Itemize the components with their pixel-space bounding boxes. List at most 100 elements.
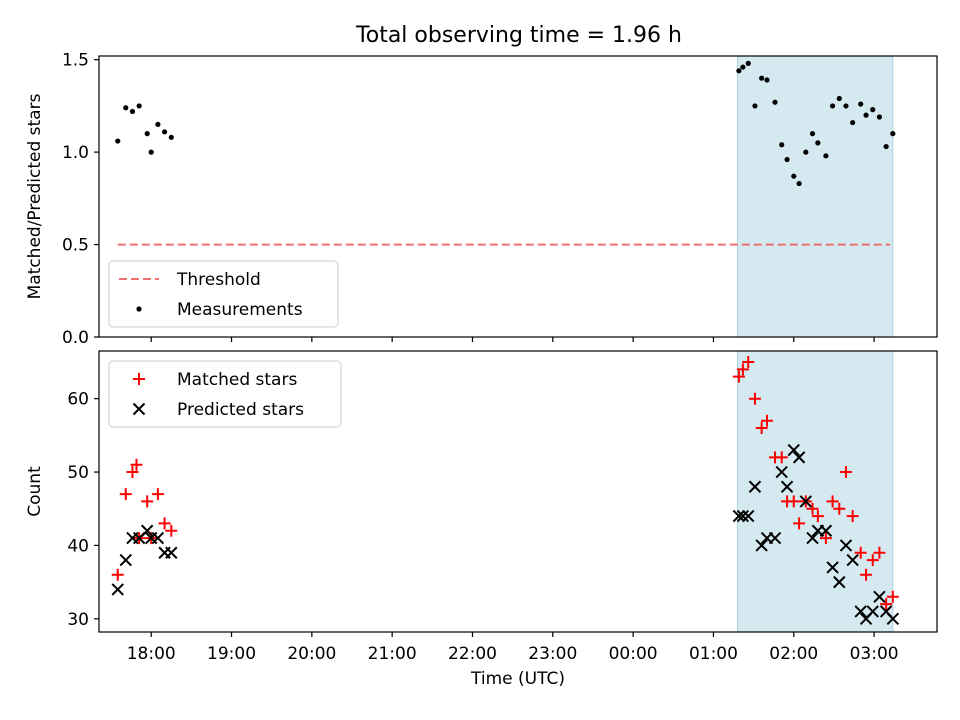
measurements-point [850,119,856,126]
predicted-stars-point [854,605,867,618]
legend-swatch-dot [136,306,142,312]
predicted-stars-point [111,583,124,596]
y-tick-label: 0.5 [62,236,89,256]
measurements-point [168,134,174,140]
predicted-stars-point [826,561,839,574]
x-tick-label: 01:00 [689,644,738,664]
predicted-stars-point [748,480,762,493]
legend-box [108,260,339,328]
measurements-point [148,149,154,155]
x-tick-label: 02:00 [769,644,818,664]
y-tick-label: 1.5 [62,51,89,71]
predicted-stars-point [755,539,768,552]
highlight-span [737,55,894,338]
measurements-point [876,114,883,120]
x-tick-label: 20:00 [287,644,336,664]
matched-stars-point [846,510,859,523]
measurements-point [161,129,168,135]
ratio-subplot: 0.0 0.5 1.0 1.5 Matched/Predicted stars Thres… [25,51,938,348]
matched-stars-point [748,392,761,405]
x-tick-label: 18:00 [127,644,176,664]
legend-label: Measurements [177,300,303,320]
axes-frame [98,350,938,633]
measurements-point [784,156,790,163]
measurements-point [815,140,821,146]
measurements-point [144,131,150,137]
predicted-stars-point [775,465,788,479]
y-tick-label: 60 [67,390,89,410]
measurements-point [745,60,751,66]
measurements-point [764,77,770,83]
predicted-stars-point [780,480,794,493]
legend-label: Predicted stars [177,400,304,420]
measurements-point [759,75,765,81]
predicted-stars-point [742,509,755,523]
measurements-point [129,108,136,115]
matched-stars-point [880,598,893,611]
legend-label: Matched stars [177,370,297,390]
y-tick-label: 0.0 [62,328,89,348]
measurements-point [858,101,864,107]
predicted-stars-point [736,509,750,523]
matched-stars-point [165,524,178,537]
predicted-stars-point [732,509,746,523]
x-tick-label: 23:00 [528,644,577,664]
measurements-point [836,95,842,102]
y-tick-label: 30 [67,610,89,630]
legend: Matched stars Predicted stars [108,360,342,428]
y-tick-label: 40 [67,536,89,556]
axes-frame [98,55,938,338]
matched-stars-point [793,517,806,530]
matched-stars-point [775,451,788,464]
x-tick-label: 21:00 [368,644,417,664]
measurements-point [736,68,742,74]
y-axis-label: Matched/Predicted stars [25,93,45,299]
measurements-point [870,107,876,113]
measurements-point [752,103,758,109]
matched-stars-point [833,502,846,515]
measurements-point [136,103,142,109]
measurements-point [829,103,836,109]
measurements-point [843,103,849,109]
measurements-point [779,142,785,148]
y-tick-label: 1.0 [62,143,89,163]
count-subplot: 30 40 50 60 18:00 19:00 20:00 21:00 22:00 23:00 00… [25,350,938,689]
matched-stars-point [806,502,819,515]
matched-stars-point [111,568,124,581]
measurements-point [791,173,797,179]
predicted-stars-point [866,605,879,618]
predicted-stars-point [846,553,859,567]
x-tick-label: 00:00 [609,644,658,664]
matched-stars-point [130,458,143,471]
matched-stars-point [886,590,899,603]
legend: Threshold Measurements [108,260,339,328]
measurements-point [115,138,121,144]
highlight-span [737,350,894,633]
measurements-point [823,153,829,159]
y-axis-label: Count [25,466,45,517]
matched-stars-point [860,568,873,581]
legend-swatch-x [132,402,146,416]
matched-stars-point [866,554,879,567]
matched-stars-point [811,510,824,523]
measurements-point [803,149,809,155]
measurements-point [863,112,869,118]
x-tick-label: 03:00 [850,644,899,664]
legend-box [108,360,342,428]
x-tick-label: 22:00 [448,644,497,664]
matched-stars-point [873,546,886,559]
measurements-point [740,64,746,70]
matched-stars-point [158,517,171,530]
measurements-point [890,131,896,137]
matched-stars-point [755,422,768,435]
predicted-stars-point [792,451,806,464]
matched-stars-point [854,546,867,559]
matched-stars-point [839,466,852,479]
x-axis-label: Time (UTC) [470,669,565,689]
matched-stars-point [732,370,745,383]
predicted-stars-point [819,524,833,537]
predicted-stars-point [833,575,846,589]
measurements-point [772,99,778,105]
legend-label: Threshold [176,270,261,290]
